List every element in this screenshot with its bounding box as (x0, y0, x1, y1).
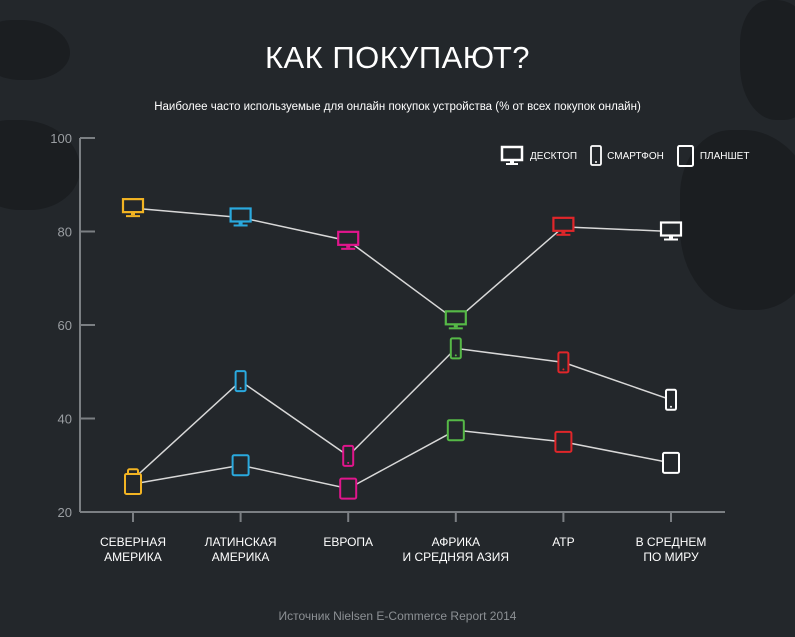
desktop-icon (500, 145, 524, 165)
series-line-desktop (132, 207, 672, 322)
smartphone-icon (665, 388, 677, 411)
tablet-icon (676, 145, 694, 167)
y-tick-label: 40 (58, 412, 72, 427)
tablet-icon (124, 472, 142, 495)
legend-label-smartphone: СМАРТФОН (607, 150, 664, 162)
tablet-icon (662, 451, 680, 474)
map-background (680, 130, 795, 310)
smartphone-icon (449, 337, 462, 360)
x-tick-label: АМЕРИКА (212, 550, 270, 564)
x-tick-label: И СРЕДНЯЯ АЗИЯ (403, 550, 510, 564)
x-tick-label: АМЕРИКА (104, 550, 162, 564)
smartphone-icon (590, 145, 603, 166)
x-tick-label: СЕВЕРНАЯ (100, 535, 166, 549)
x-tick-label: ЕВРОПА (323, 535, 373, 549)
tablet-icon (339, 477, 358, 500)
smartphone-icon (342, 444, 355, 467)
chart-title: КАК ПОКУПАЮТ? (264, 40, 531, 75)
desktop-icon (337, 230, 360, 250)
desktop-icon (552, 216, 575, 236)
series-line-smartphone (132, 347, 672, 480)
desktop-icon (444, 310, 467, 330)
legend-label-desktop: ДЕСКТОП (530, 150, 578, 162)
y-tick-label: 60 (58, 318, 72, 333)
chart-subtitle: Наиболее часто используемые для онлайн п… (154, 101, 641, 113)
source-note: Источник Nielsen E-Commerce Report 2014 (278, 609, 517, 623)
x-tick-label: В СРЕДНЕМ (636, 535, 707, 549)
smartphone-icon (557, 351, 570, 374)
desktop-icon (229, 207, 252, 227)
map-background (740, 0, 795, 120)
tablet-icon (554, 430, 573, 453)
tablet-icon (446, 419, 465, 442)
x-tick-label: АФРИКА (432, 535, 480, 549)
desktop-icon (659, 221, 683, 241)
x-tick-label: АТР (552, 535, 574, 549)
x-tick-label: ЛАТИНСКАЯ (205, 535, 277, 549)
tablet-icon (231, 454, 250, 477)
x-tick-label: ПО МИРУ (643, 550, 699, 564)
legend: ДЕСКТОП СМАРТФОН ПЛАНШЕТ (500, 144, 757, 168)
y-tick-label: 80 (58, 225, 72, 240)
desktop-icon (121, 198, 145, 218)
y-tick-label: 100 (50, 131, 72, 146)
smartphone-icon (234, 370, 247, 393)
series-line-tablet (132, 429, 672, 490)
legend-label-tablet: ПЛАНШЕТ (699, 150, 750, 162)
y-tick-label: 20 (58, 505, 72, 520)
